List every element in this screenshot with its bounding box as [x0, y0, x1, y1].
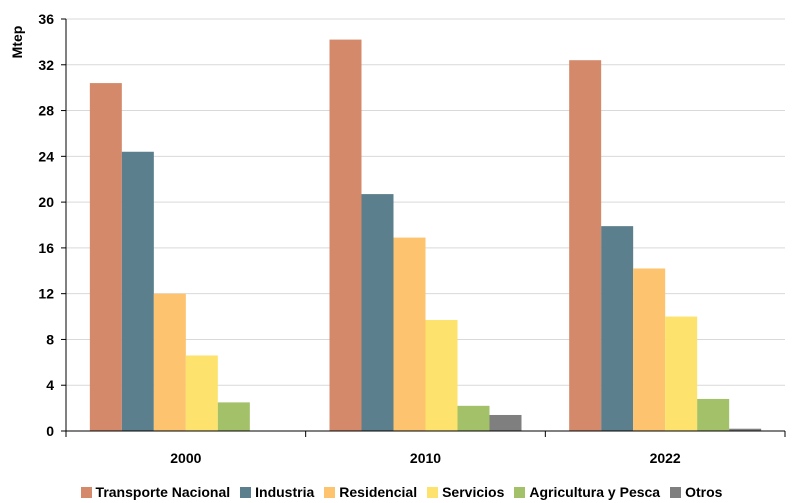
legend-item: Industria: [240, 484, 314, 500]
legend-swatch: [670, 486, 682, 498]
bar-transporte-nacional-2010: [329, 39, 362, 431]
y-tick-label: 8: [46, 331, 54, 347]
legend-swatch: [80, 486, 92, 498]
legend: Transporte Nacional Industria Residencial S…: [0, 481, 803, 503]
bar-industria-2010: [361, 194, 394, 431]
bar-servicios-2022: [665, 316, 698, 431]
bar-industria-2022: [601, 226, 634, 431]
bar-servicios-2000: [185, 355, 218, 431]
bar-servicios-2010: [425, 319, 458, 431]
bar-otros-2022: [729, 428, 762, 431]
legend-item: Agricultura y Pesca: [514, 484, 660, 500]
bar-residencial-2022: [633, 268, 666, 431]
bar-chart: 0 4 8 12 16 20 24 28 32 36 2000 2010 2022 Mtep: [9, 11, 786, 466]
legend-item: Transporte Nacional: [80, 484, 231, 500]
legend-item: Residencial: [324, 484, 417, 500]
legend-label: Industria: [255, 484, 315, 500]
legend-label: Transporte Nacional: [95, 484, 231, 500]
y-tick-label: 4: [46, 377, 54, 393]
axes: [61, 18, 786, 437]
y-tick-label: 0: [46, 423, 54, 439]
y-tick-label: 20: [38, 194, 54, 210]
legend-label: Otros: [685, 484, 723, 500]
legend-label: Agricultura y Pesca: [529, 484, 661, 500]
y-tick-label: 36: [38, 11, 54, 27]
bar-agricultura-y-pesca-2000: [217, 402, 250, 431]
bar-agricultura-y-pesca-2022: [697, 398, 730, 431]
x-tick-label: 2010: [410, 450, 441, 466]
bar-residencial-2000: [153, 293, 186, 431]
x-tick-label: 2022: [650, 450, 681, 466]
y-tick-label: 32: [38, 57, 54, 73]
x-tick-label: 2000: [170, 450, 201, 466]
bar-residencial-2010: [393, 237, 426, 431]
bars: [89, 39, 762, 431]
bar-otros-2010: [489, 414, 522, 431]
y-tick-labels: 0 4 8 12 16 20 24 28 32 36: [38, 11, 54, 439]
legend-swatch: [240, 486, 252, 498]
legend-swatch: [324, 486, 336, 498]
bar-industria-2000: [121, 151, 154, 431]
y-tick-label: 16: [38, 240, 54, 256]
legend-swatch: [427, 486, 439, 498]
legend-label: Residencial: [339, 484, 418, 500]
legend-swatch: [514, 486, 526, 498]
bar-transporte-nacional-2022: [569, 60, 602, 431]
bar-agricultura-y-pesca-2010: [457, 405, 490, 431]
y-tick-label: 12: [38, 286, 54, 302]
y-tick-label: 28: [38, 103, 54, 119]
x-tick-labels: 2000 2010 2022: [170, 450, 681, 466]
y-axis-label: Mtep: [9, 26, 25, 59]
y-tick-label: 24: [38, 148, 54, 164]
bar-transporte-nacional-2000: [89, 83, 122, 431]
legend-item: Otros: [670, 484, 722, 500]
legend-label: Servicios: [442, 484, 505, 500]
legend-item: Servicios: [427, 484, 504, 500]
